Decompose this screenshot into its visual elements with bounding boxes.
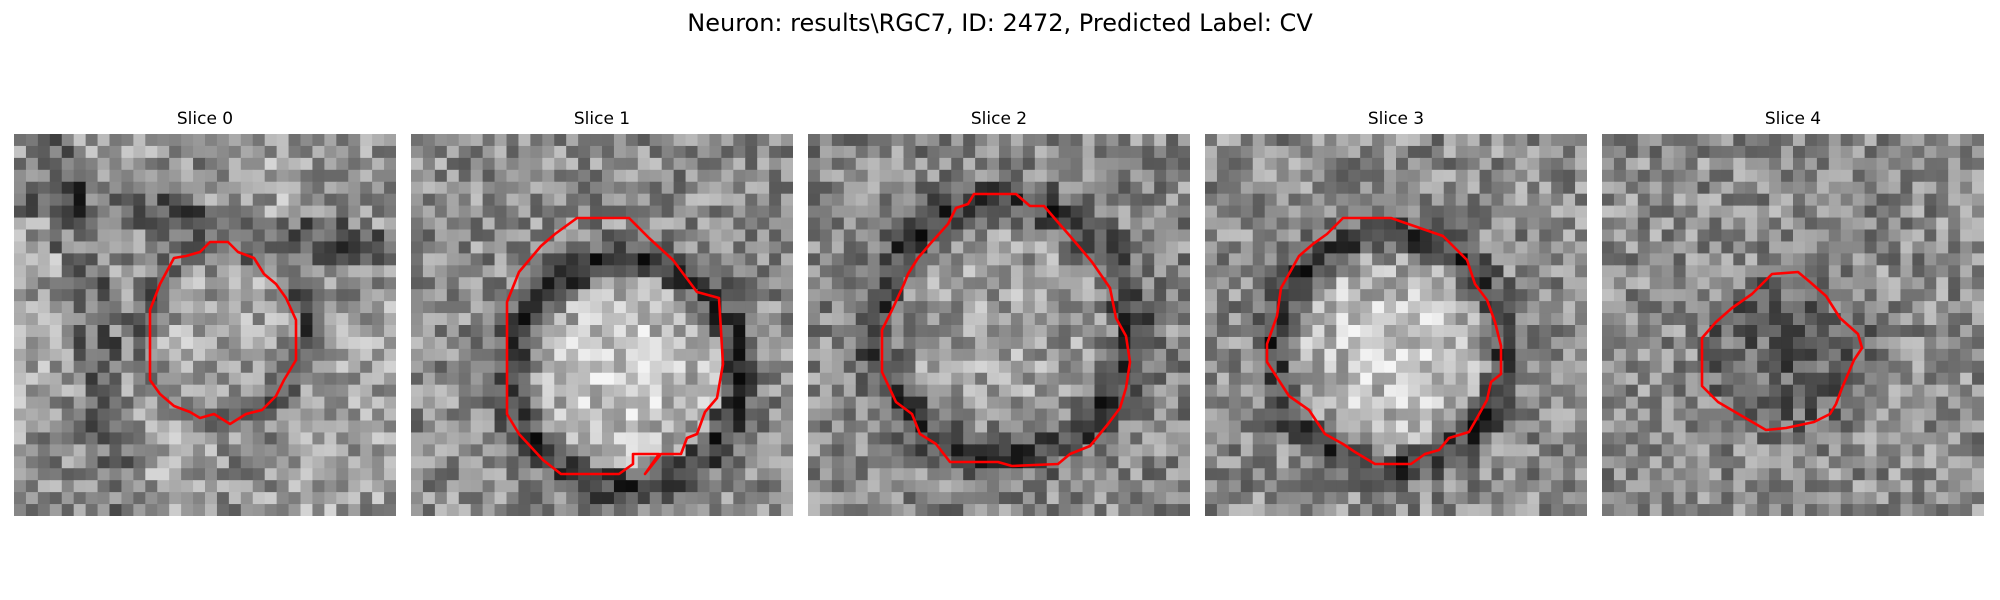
slice-title: Slice 4 <box>1764 109 1822 129</box>
roi-outline <box>1700 270 1864 432</box>
slice-panel-4: Slice 4 <box>1602 107 1984 516</box>
figure-title: Neuron: results\RGC7, ID: 2472, Predicte… <box>687 9 1313 37</box>
slice-title: Slice 1 <box>573 109 631 129</box>
slice-image <box>808 134 1190 516</box>
grayscale-pixels <box>808 134 1190 516</box>
slice-title: Slice 3 <box>1367 109 1425 129</box>
slice-panel-0: Slice 0 <box>14 107 396 516</box>
slice-title: Slice 2 <box>970 109 1028 129</box>
slice-image <box>14 134 396 516</box>
roi-outline <box>880 192 1132 468</box>
grayscale-pixels <box>411 134 793 516</box>
grayscale-pixels <box>1602 134 1984 516</box>
slice-image <box>1602 134 1984 516</box>
slice-image <box>1205 134 1587 516</box>
slice-panel-2: Slice 2 <box>808 107 1190 516</box>
grayscale-pixels <box>14 134 396 516</box>
slice-panel-3: Slice 3 <box>1205 107 1587 516</box>
roi-outline <box>1265 216 1503 466</box>
roi-outline <box>148 240 298 426</box>
roi-outline <box>505 216 725 476</box>
slice-panel-1: Slice 1 <box>411 107 793 516</box>
slice-title: Slice 0 <box>176 109 234 129</box>
slice-image <box>411 134 793 516</box>
grayscale-pixels <box>1205 134 1587 516</box>
